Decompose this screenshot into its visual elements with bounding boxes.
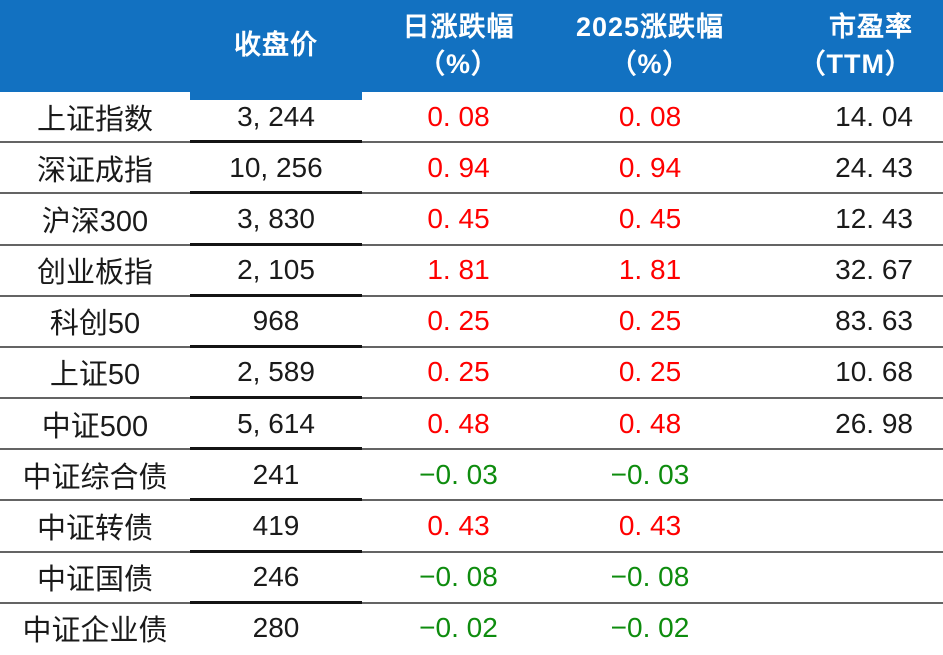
ytd-change-cell: −0. 02 bbox=[610, 612, 690, 644]
ytd-change-cell: 0. 08 bbox=[618, 100, 682, 132]
table-row: 中证综合债 241 −0. 03 −0. 03 bbox=[0, 450, 943, 502]
header-ytd-change-line1: 2025涨跌幅 bbox=[575, 11, 725, 42]
index-name-cell: 中证转债 bbox=[36, 512, 153, 545]
pe-ratio-cell: 14. 04 bbox=[835, 100, 913, 132]
daily-change-cell: 1. 81 bbox=[427, 254, 490, 286]
daily-change-cell: 0. 45 bbox=[427, 202, 490, 234]
close-price-cell: 968 bbox=[190, 297, 362, 349]
daily-change-cell: −0. 08 bbox=[419, 561, 498, 593]
table-row: 中证企业债 280 −0. 02 −0. 02 bbox=[0, 604, 943, 655]
close-price-cell: 2, 589 bbox=[190, 348, 362, 400]
pe-ratio-cell: 10. 68 bbox=[835, 356, 913, 388]
index-name-cell: 科创50 bbox=[49, 308, 141, 341]
daily-change-cell: 0. 94 bbox=[427, 151, 490, 183]
ytd-change-cell: −0. 08 bbox=[610, 561, 690, 593]
pe-ratio-cell: 32. 67 bbox=[835, 254, 913, 286]
daily-change-cell: 0. 25 bbox=[427, 305, 490, 337]
ytd-change-cell: 0. 25 bbox=[618, 356, 682, 388]
header-ytd-change-line2: （%） bbox=[609, 49, 691, 79]
ytd-change-cell: 0. 43 bbox=[618, 509, 682, 541]
header-pe-ratio-line1: 市盈率 bbox=[829, 11, 913, 42]
ytd-change-cell: 0. 25 bbox=[618, 305, 682, 337]
index-name-cell: 深证成指 bbox=[36, 154, 153, 187]
table-body: 上证指数 3, 244 0. 08 0. 08 14. 04 深证成指 10, … bbox=[0, 92, 943, 655]
daily-change-cell: 0. 25 bbox=[427, 356, 490, 388]
table-row: 中证国债 246 −0. 08 −0. 08 bbox=[0, 553, 943, 604]
header-daily-change-line1: 日涨跌幅 bbox=[402, 11, 515, 42]
close-price-cell: 5, 614 bbox=[190, 399, 362, 451]
pe-ratio-cell: 24. 43 bbox=[835, 151, 913, 183]
table-row: 上证50 2, 589 0. 25 0. 25 10. 68 bbox=[0, 348, 943, 400]
index-name-cell: 中证500 bbox=[41, 410, 149, 443]
daily-change-cell: −0. 03 bbox=[419, 458, 498, 490]
header-ytd-change: 2025涨跌幅 （%） bbox=[555, 0, 745, 92]
index-name-cell: 沪深300 bbox=[41, 205, 149, 238]
daily-change-cell: 0. 43 bbox=[427, 509, 490, 541]
table-row: 中证500 5, 614 0. 48 0. 48 26. 98 bbox=[0, 399, 943, 451]
close-price-cell: 280 bbox=[252, 612, 300, 644]
close-price-cell: 10, 256 bbox=[190, 143, 362, 195]
close-price-cell: 241 bbox=[190, 450, 362, 502]
daily-change-cell: −0. 02 bbox=[419, 612, 498, 644]
close-price-cell: 3, 244 bbox=[190, 92, 362, 144]
header-pe-ratio-line2: （TTM） bbox=[798, 49, 913, 79]
header-daily-change-line2: （%） bbox=[417, 49, 499, 79]
close-price-cell: 419 bbox=[190, 501, 362, 553]
header-index-name-column bbox=[0, 0, 190, 92]
ytd-change-cell: 0. 48 bbox=[618, 407, 682, 439]
close-column-header-tab bbox=[190, 92, 362, 100]
header-daily-change: 日涨跌幅 （%） bbox=[362, 0, 555, 92]
table-row: 上证指数 3, 244 0. 08 0. 08 14. 04 bbox=[0, 92, 943, 144]
index-name-cell: 上证50 bbox=[49, 359, 141, 392]
index-name-cell: 上证指数 bbox=[36, 103, 153, 136]
close-price-cell: 2, 105 bbox=[190, 246, 362, 297]
table-row: 科创50 968 0. 25 0. 25 83. 63 bbox=[0, 297, 943, 349]
ytd-change-cell: −0. 03 bbox=[610, 458, 690, 490]
pe-ratio-cell: 26. 98 bbox=[835, 407, 913, 439]
header-pe-ratio: 市盈率 （TTM） bbox=[745, 0, 943, 92]
close-price-cell: 246 bbox=[190, 553, 362, 604]
table-row: 深证成指 10, 256 0. 94 0. 94 24. 43 bbox=[0, 143, 943, 195]
table-row: 创业板指 2, 105 1. 81 1. 81 32. 67 bbox=[0, 246, 943, 297]
index-name-cell: 中证国债 bbox=[36, 564, 153, 597]
index-name-cell: 创业板指 bbox=[36, 257, 153, 290]
index-name-cell: 中证企业债 bbox=[22, 615, 168, 648]
ytd-change-cell: 1. 81 bbox=[618, 254, 682, 286]
table-row: 中证转债 419 0. 43 0. 43 bbox=[0, 501, 943, 553]
pe-ratio-cell: 12. 43 bbox=[835, 202, 913, 234]
pe-ratio-cell: 83. 63 bbox=[835, 305, 913, 337]
header-close-price: 收盘价 bbox=[190, 0, 362, 92]
close-price-cell: 3, 830 bbox=[190, 194, 362, 246]
table-row: 沪深300 3, 830 0. 45 0. 45 12. 43 bbox=[0, 194, 943, 246]
daily-change-cell: 0. 08 bbox=[427, 100, 490, 132]
index-name-cell: 中证综合债 bbox=[22, 461, 168, 494]
header-close-price-label: 收盘价 bbox=[234, 30, 318, 61]
daily-change-cell: 0. 48 bbox=[427, 407, 490, 439]
ytd-change-cell: 0. 94 bbox=[618, 151, 682, 183]
ytd-change-cell: 0. 45 bbox=[618, 202, 682, 234]
table-header: 收盘价 日涨跌幅 （%） 2025涨跌幅 （%） 市盈率 （TTM） bbox=[0, 0, 943, 92]
